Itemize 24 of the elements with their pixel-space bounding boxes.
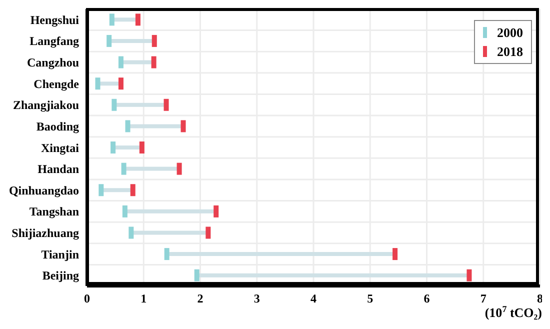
y-tick-label: Shijiazhuang: [12, 226, 79, 240]
legend-label: 2000: [497, 24, 523, 42]
y-tick-label: Zhangjiakou: [12, 98, 80, 112]
y-tick-label: Beijing: [42, 268, 79, 283]
y-tick-label: Xingtai: [40, 140, 80, 155]
y-tick-label: Chengde: [34, 76, 80, 91]
y-tick-label: Hengshui: [30, 12, 80, 27]
x-axis-title: (10$^{7}$ tCO₂): [484, 304, 542, 320]
x-tick-label: 7: [480, 292, 486, 306]
y-tick-label: Handan: [38, 162, 80, 176]
x-tick-label: 3: [254, 292, 260, 306]
y-tick-label: Langfang: [30, 34, 79, 48]
y-tick-label: Cangzhou: [26, 56, 80, 70]
y-tick-label: Tangshan: [29, 204, 80, 219]
x-tick-label: 6: [424, 292, 430, 306]
x-tick-label: 4: [310, 292, 316, 306]
y-tick-label: Tianjin: [41, 247, 80, 262]
y-tick-label: Baoding: [36, 119, 79, 134]
legend-label: 2018: [497, 43, 523, 61]
x-tick-label: 2: [197, 292, 204, 306]
x-tick-label: 5: [367, 292, 374, 306]
x-tick-label: 1: [140, 292, 147, 306]
y-tick-label: Qinhuangdao: [8, 183, 79, 198]
x-tick-label: 0: [84, 292, 90, 306]
